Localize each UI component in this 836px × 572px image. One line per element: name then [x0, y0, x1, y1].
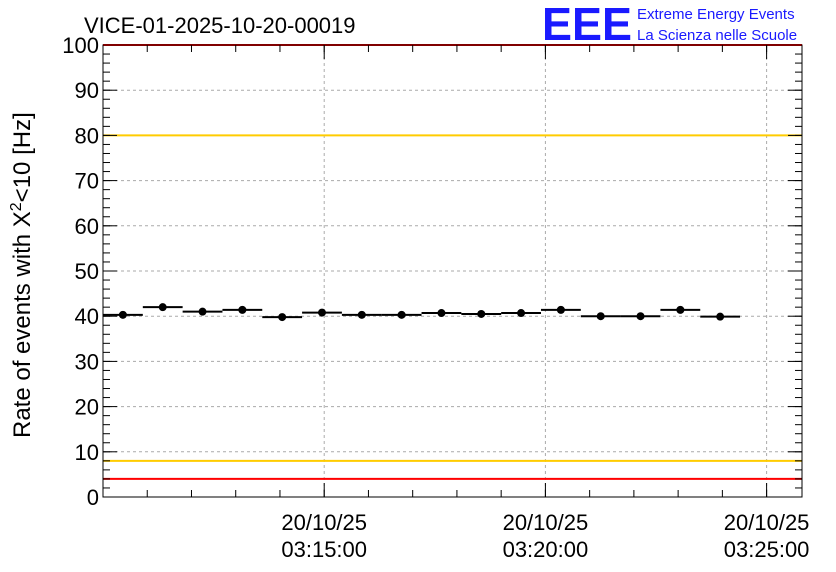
eee-logo-line2: La Scienza nelle Scuole — [637, 27, 797, 44]
y-tick-label: 50 — [75, 259, 99, 284]
y-tick-label: 80 — [75, 123, 99, 148]
data-point-marker — [317, 308, 326, 317]
x-tick-date: 20/10/25 — [503, 510, 589, 535]
data-point-marker — [716, 312, 725, 321]
y-tick-label: 70 — [75, 169, 99, 194]
data-point-marker — [596, 312, 605, 321]
data-point-marker — [477, 309, 486, 318]
y-axis-label-tail: <10 [Hz] — [9, 112, 36, 202]
x-tick-time: 03:20:00 — [503, 537, 589, 562]
data-point-marker — [238, 305, 247, 314]
x-tick-labels: 20/10/2503:15:0020/10/2503:20:0020/10/25… — [281, 510, 809, 562]
reference-lines — [103, 44, 802, 480]
x-tick-time: 03:15:00 — [281, 537, 367, 562]
data-point-marker — [556, 305, 565, 314]
data-point-marker — [397, 310, 406, 319]
plot-frame — [102, 44, 803, 498]
data-point-marker — [357, 310, 366, 319]
x-tick-date: 20/10/25 — [724, 510, 810, 535]
data-point-marker — [437, 309, 446, 318]
grid — [103, 45, 802, 497]
y-tick-label: 20 — [75, 395, 99, 420]
eee-logo-line1: Extreme Energy Events — [637, 6, 795, 23]
y-axis-label-sup: 2 — [8, 202, 25, 211]
data-point-marker — [636, 312, 645, 321]
data-point-marker — [158, 303, 167, 312]
x-tick-date: 20/10/25 — [281, 510, 367, 535]
data-points — [103, 303, 741, 322]
data-point-marker — [278, 313, 287, 322]
eee-logo-mark: EEE — [542, 0, 632, 50]
eee-logo: EEE Extreme Energy Events La Scienza nel… — [542, 0, 797, 50]
y-tick-labels: 0 10 20 30 40 50 60 70 80 90 100 — [62, 33, 99, 510]
y-tick-label: 40 — [75, 304, 99, 329]
y-tick-label: 90 — [75, 78, 99, 103]
axis-ticks — [102, 44, 802, 498]
data-point-marker — [118, 310, 127, 319]
y-axis-label-main: Rate of events with X — [9, 211, 36, 438]
y-tick-label: 30 — [75, 349, 99, 374]
y-axis-label: Rate of events with X2<10 [Hz] — [8, 112, 36, 438]
y-tick-label: 0 — [87, 485, 99, 510]
y-tick-label: 10 — [75, 440, 99, 465]
x-tick-time: 03:25:00 — [724, 537, 810, 562]
data-point-marker — [517, 309, 526, 318]
chart-title: VICE-01-2025-10-20-00019 — [84, 13, 356, 38]
data-point-marker — [198, 307, 207, 316]
data-point-marker — [676, 305, 685, 314]
y-tick-label: 60 — [75, 214, 99, 239]
y-tick-label: 100 — [62, 33, 99, 58]
